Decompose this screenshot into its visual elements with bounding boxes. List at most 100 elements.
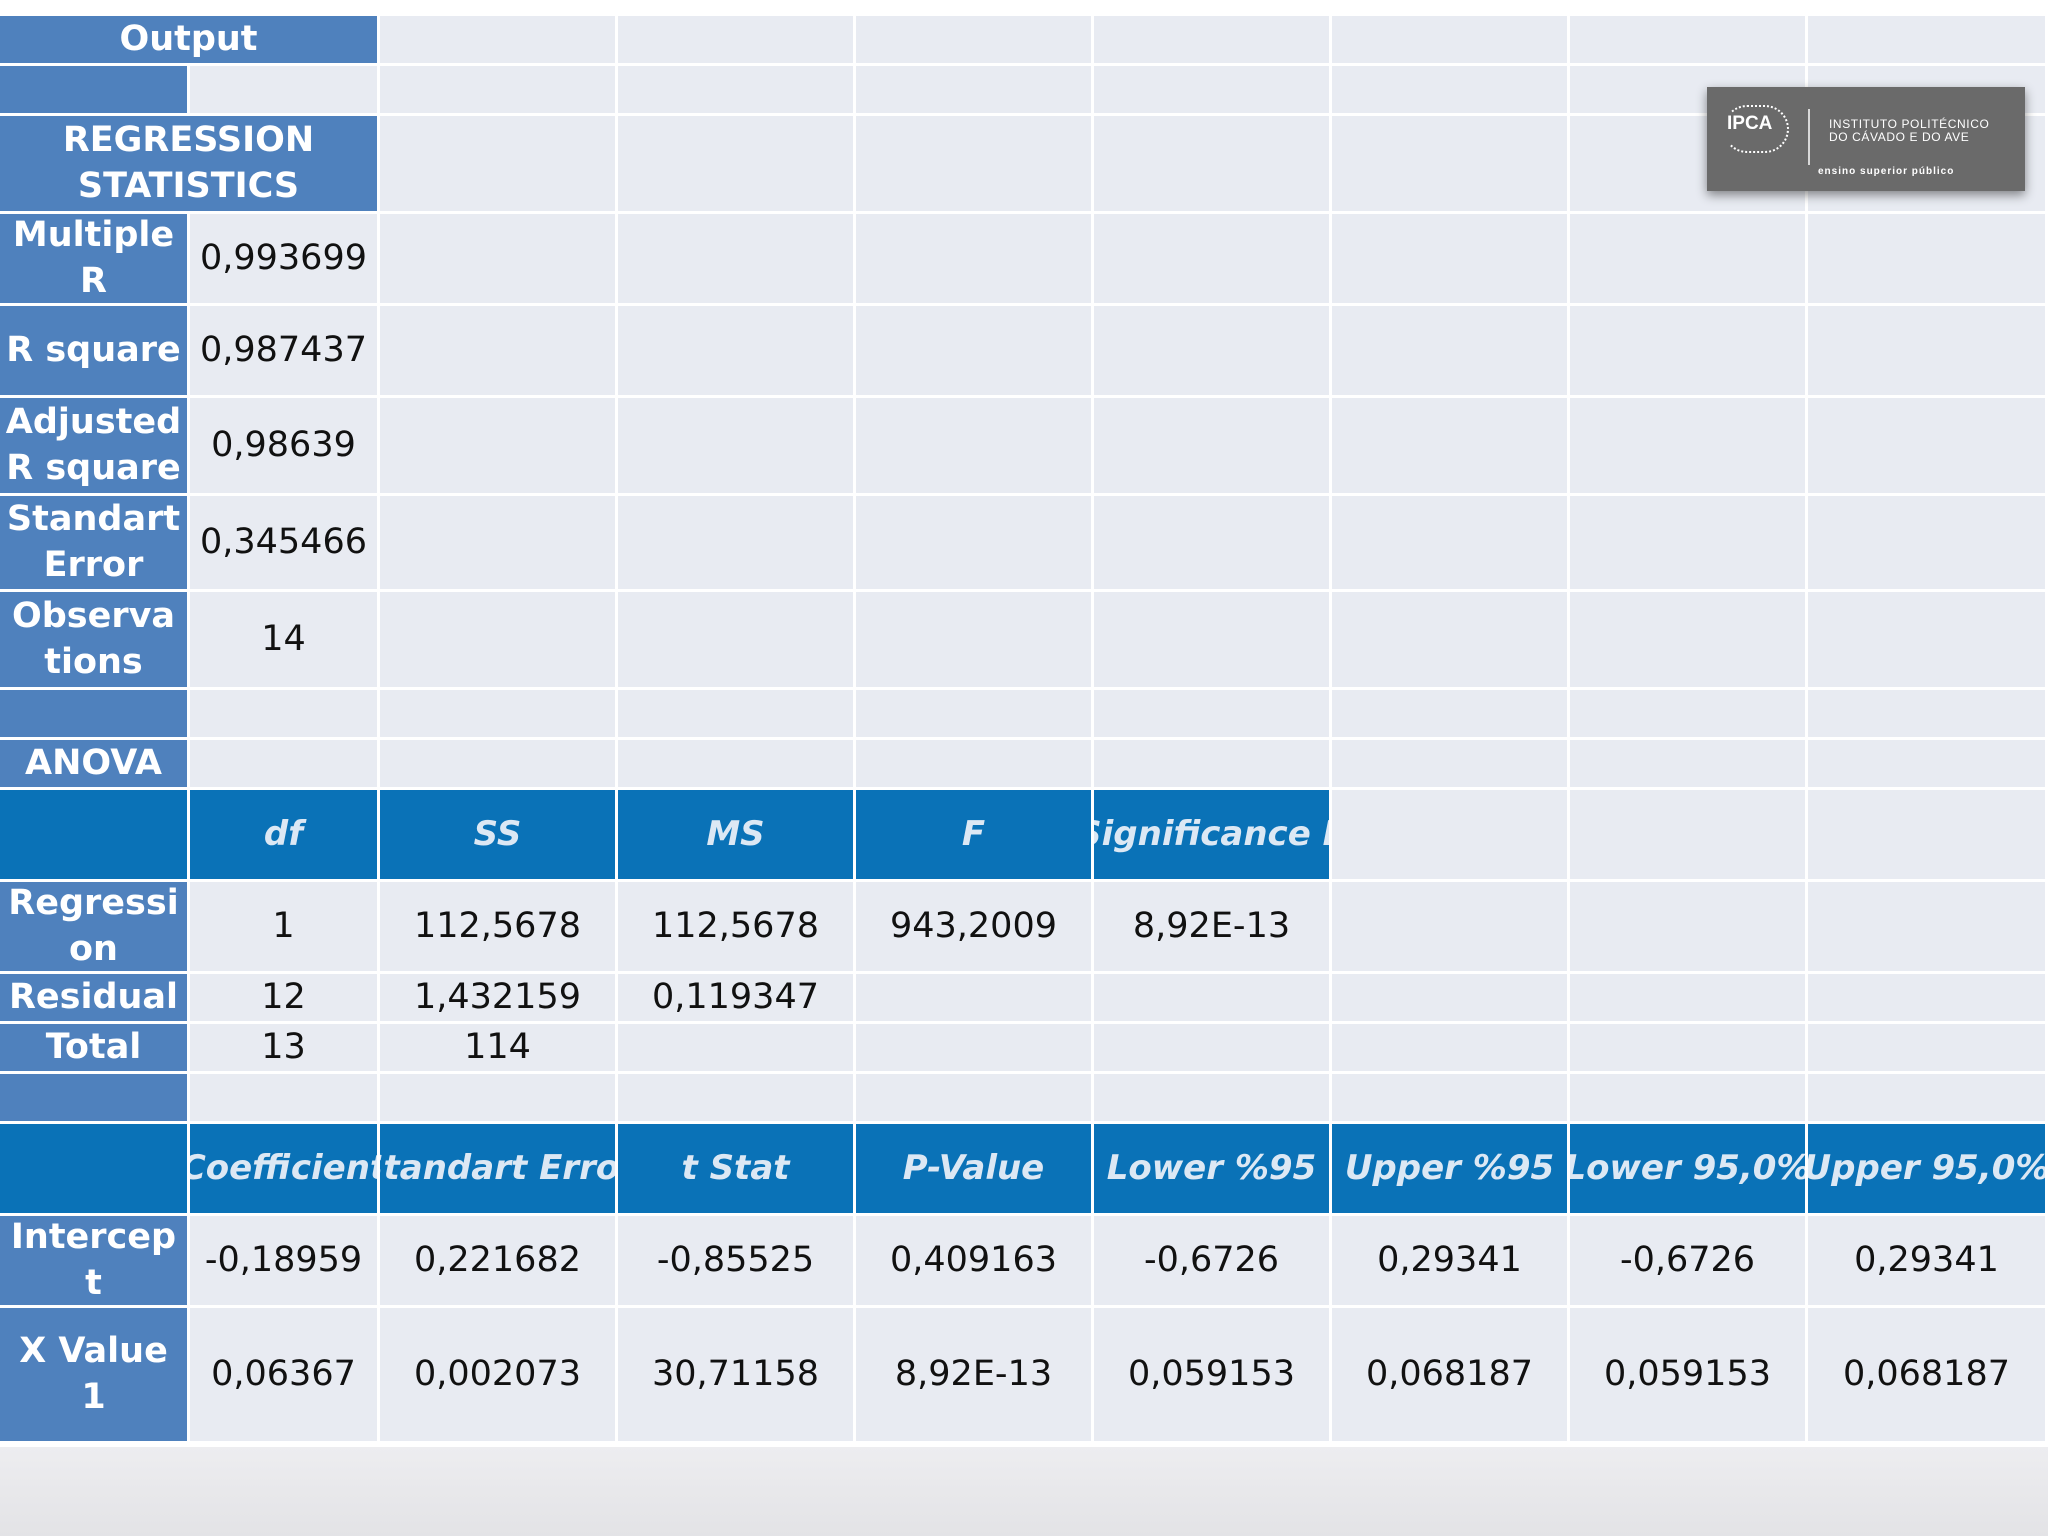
empty-cell xyxy=(1094,1074,1329,1121)
empty-cell xyxy=(190,1074,377,1121)
empty-cell xyxy=(190,740,377,787)
empty-cell xyxy=(1332,306,1567,395)
empty-cell xyxy=(1094,398,1329,493)
empty-cell xyxy=(1332,496,1567,589)
empty-cell xyxy=(856,66,1091,113)
empty-cell xyxy=(190,690,377,737)
anova-value: 1 xyxy=(190,882,377,971)
coef-header-cell: Upper %95 xyxy=(1332,1124,1567,1213)
empty-cell xyxy=(618,66,853,113)
page-bottom-strip xyxy=(0,1447,2048,1536)
anova-value: 112,5678 xyxy=(618,882,853,971)
empty-cell xyxy=(856,592,1091,687)
empty-cell xyxy=(856,740,1091,787)
empty-cell xyxy=(1094,16,1329,63)
empty-cell xyxy=(1094,740,1329,787)
empty-cell xyxy=(1570,790,1805,879)
anova-value xyxy=(1094,974,1329,1021)
anova-header-corner xyxy=(0,790,187,879)
empty-cell xyxy=(1570,496,1805,589)
logo-divider xyxy=(1808,109,1810,165)
empty-cell xyxy=(380,740,615,787)
empty-cell xyxy=(380,214,615,303)
empty-cell xyxy=(1808,882,2045,971)
empty-cell xyxy=(1094,66,1329,113)
coef-value: 0,29341 xyxy=(1808,1216,2045,1305)
coef-value: 0,059153 xyxy=(1094,1308,1329,1441)
empty-cell xyxy=(380,66,615,113)
coef-value: -0,6726 xyxy=(1094,1216,1329,1305)
coef-value: 0,068187 xyxy=(1808,1308,2045,1441)
empty-cell xyxy=(380,496,615,589)
empty-cell xyxy=(1332,690,1567,737)
empty-cell xyxy=(856,116,1091,211)
empty-cell xyxy=(380,306,615,395)
coef-value: 0,29341 xyxy=(1332,1216,1567,1305)
empty-cell xyxy=(1808,306,2045,395)
coef-value: 0,059153 xyxy=(1570,1308,1805,1441)
empty-cell xyxy=(1808,690,2045,737)
stat-value: 0,345466 xyxy=(190,496,377,589)
empty-cell xyxy=(856,496,1091,589)
empty-cell xyxy=(1808,740,2045,787)
anova-title: ANOVA xyxy=(0,740,187,787)
coef-header-cell: Coefficient xyxy=(190,1124,377,1213)
logo-institution-line1: INSTITUTO POLITÉCNICO xyxy=(1829,117,1990,131)
empty-cell xyxy=(618,306,853,395)
empty-cell xyxy=(1332,1024,1567,1071)
empty-cell xyxy=(1570,306,1805,395)
coef-value: 0,409163 xyxy=(856,1216,1091,1305)
coef-header-cell: Lower 95,0% xyxy=(1570,1124,1805,1213)
empty-cell xyxy=(1808,974,2045,1021)
coef-value: -0,6726 xyxy=(1570,1216,1805,1305)
anova-value: 12 xyxy=(190,974,377,1021)
anova-row-label: Total xyxy=(0,1024,187,1071)
empty-cell xyxy=(1094,306,1329,395)
empty-cell xyxy=(1570,1024,1805,1071)
anova-value: 8,92E-13 xyxy=(1094,882,1329,971)
anova-row-label: Residual xyxy=(0,974,187,1021)
empty-cell xyxy=(380,592,615,687)
empty-cell xyxy=(1332,16,1567,63)
anova-header-cell: Significance F xyxy=(1094,790,1329,879)
empty-cell xyxy=(856,16,1091,63)
anova-value xyxy=(1094,1024,1329,1071)
empty-cell xyxy=(1094,116,1329,211)
coef-row-label: Intercept xyxy=(0,1216,187,1305)
coef-header-cell: Lower %95 xyxy=(1094,1124,1329,1213)
stat-value: 0,987437 xyxy=(190,306,377,395)
empty-cell xyxy=(1094,496,1329,589)
anova-value: 0,119347 xyxy=(618,974,853,1021)
anova-value xyxy=(856,1024,1091,1071)
empty-cell xyxy=(1570,1074,1805,1121)
anova-value xyxy=(618,1024,853,1071)
coef-header-corner xyxy=(0,1124,187,1213)
empty-cell xyxy=(1808,592,2045,687)
empty-cell xyxy=(856,1074,1091,1121)
empty-cell xyxy=(1570,592,1805,687)
empty-cell xyxy=(856,398,1091,493)
empty-cell xyxy=(1332,592,1567,687)
empty-cell xyxy=(380,398,615,493)
empty-cell xyxy=(1332,1074,1567,1121)
anova-value: 114 xyxy=(380,1024,615,1071)
spacer-label-cell xyxy=(0,66,187,113)
stat-value: 0,993699 xyxy=(190,214,377,303)
empty-cell xyxy=(380,116,615,211)
empty-cell xyxy=(1570,882,1805,971)
empty-cell xyxy=(1808,496,2045,589)
coef-value: 0,221682 xyxy=(380,1216,615,1305)
anova-value: 943,2009 xyxy=(856,882,1091,971)
empty-cell xyxy=(380,16,615,63)
empty-cell xyxy=(856,306,1091,395)
coef-value: 0,068187 xyxy=(1332,1308,1567,1441)
anova-value: 1,432159 xyxy=(380,974,615,1021)
empty-cell xyxy=(1808,16,2045,63)
empty-cell xyxy=(1808,214,2045,303)
empty-cell xyxy=(618,1074,853,1121)
anova-row-label: Regression xyxy=(0,882,187,971)
output-title: Output xyxy=(0,16,377,63)
stat-label: Adjusted R square xyxy=(0,398,187,493)
stat-label: Observations xyxy=(0,592,187,687)
spacer-label-cell xyxy=(0,1074,187,1121)
